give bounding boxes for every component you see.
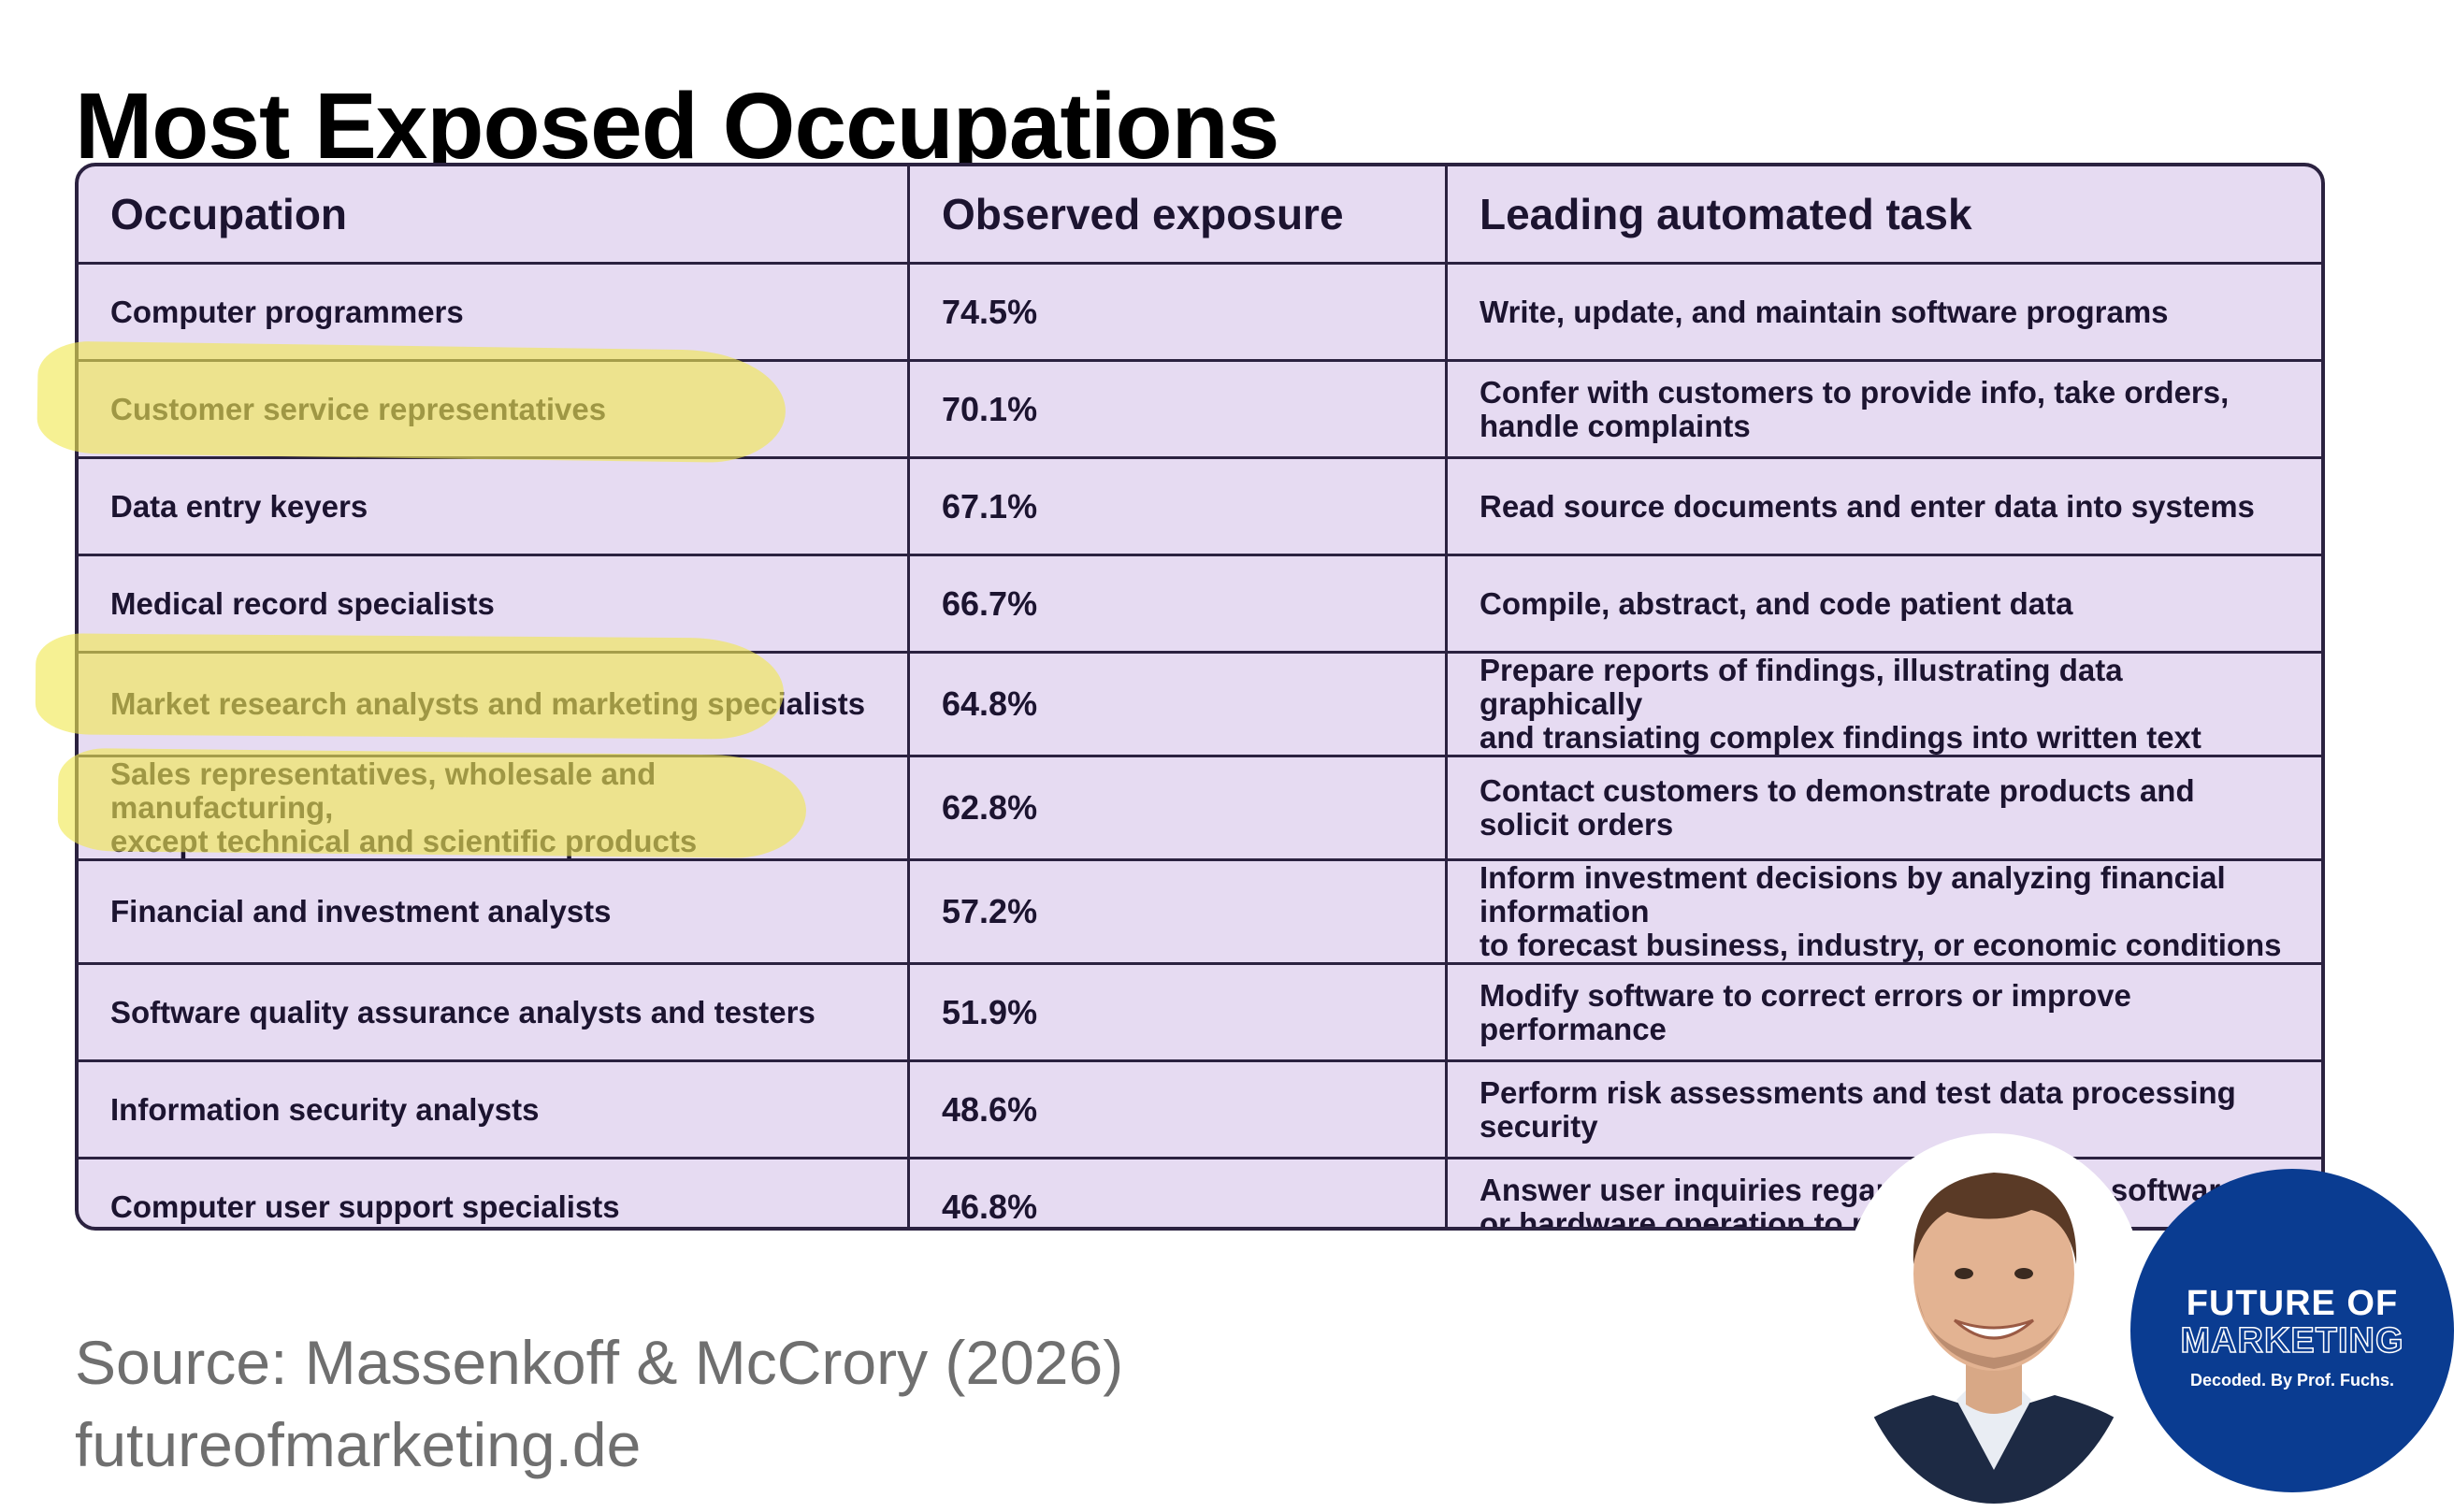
exposure-cell: 46.8% — [908, 1158, 1448, 1227]
badge-tagline: Decoded. By Prof. Fuchs. — [2189, 1371, 2395, 1390]
occupation-text: Computer user support specialists — [110, 1188, 620, 1224]
task-text: Prepare reports of findings, illustratin… — [1480, 653, 2201, 755]
occupation-cell: Sales representatives, wholesale and man… — [79, 756, 910, 861]
task-cell: Confer with customers to provide info, t… — [1446, 360, 2321, 459]
header-occupation: Occupation — [79, 166, 910, 265]
task-cell: Compile, abstract, and code patient data — [1446, 554, 2321, 654]
table-row: Sales representatives, wholesale and man… — [79, 756, 2321, 861]
exposure-cell: 48.6% — [908, 1060, 1448, 1159]
task-cell: Write, update, and maintain software pro… — [1446, 263, 2321, 362]
task-text: Confer with customers to provide info, t… — [1480, 374, 2230, 443]
task-text: Contact customers to demonstrate product… — [1480, 773, 2195, 842]
exposure-cell: 64.8% — [908, 652, 1448, 757]
table-row: Financial and investment analysts 57.2% … — [79, 859, 2321, 965]
table-row: Data entry keyers 67.1% Read source docu… — [79, 457, 2321, 556]
task-text: Read source documents and enter data int… — [1480, 488, 2255, 524]
occupation-text: Sales representatives, wholesale and man… — [110, 756, 698, 858]
task-cell: Modify software to correct errors or imp… — [1446, 963, 2321, 1062]
badge-title-line1: FUTURE OF — [2186, 1284, 2399, 1323]
task-cell: Prepare reports of findings, illustratin… — [1446, 652, 2321, 757]
brand-badge: FUTURE OF MARKETING Decoded. By Prof. Fu… — [2130, 1169, 2454, 1492]
task-cell: Contact customers to demonstrate product… — [1446, 756, 2321, 861]
table-row: Computer programmers 74.5% Write, update… — [79, 263, 2321, 362]
table-row: Customer service representatives 70.1% C… — [79, 360, 2321, 459]
exposure-table: Occupation Observed exposure Leading aut… — [79, 166, 2321, 1227]
occupation-cell: Data entry keyers — [79, 457, 910, 556]
occupation-text: Software quality assurance analysts and … — [110, 994, 816, 1030]
presenter-avatar — [1844, 1133, 2144, 1504]
table-row: Information security analysts 48.6% Perf… — [79, 1060, 2321, 1159]
task-cell: Read source documents and enter data int… — [1446, 457, 2321, 556]
presenter-portrait-icon — [1844, 1133, 2144, 1504]
occupation-text: Medical record specialists — [110, 585, 495, 621]
exposure-cell: 57.2% — [908, 859, 1448, 965]
occupation-cell: Market research analysts and marketing s… — [79, 652, 910, 757]
exposure-cell: 51.9% — [908, 963, 1448, 1062]
exposure-cell: 70.1% — [908, 360, 1448, 459]
page-title: Most Exposed Occupations — [75, 74, 1279, 179]
task-text: Inform investment decisions by analyzing… — [1480, 860, 2282, 962]
header-leading-task: Leading automated task — [1446, 166, 2321, 265]
occupation-cell: Computer user support specialists — [79, 1158, 910, 1227]
occupation-cell: Software quality assurance analysts and … — [79, 963, 910, 1062]
table-row: Market research analysts and marketing s… — [79, 652, 2321, 757]
occupation-cell: Information security analysts — [79, 1060, 910, 1159]
source-citation: Source: Massenkoff & McCrory (2026) — [75, 1328, 1124, 1397]
occupation-text: Customer service representatives — [110, 391, 607, 426]
occupation-cell: Financial and investment analysts — [79, 859, 910, 965]
exposure-table-card: Occupation Observed exposure Leading aut… — [75, 163, 2325, 1231]
task-cell: Perform risk assessments and test data p… — [1446, 1060, 2321, 1159]
occupation-text: Data entry keyers — [110, 488, 368, 524]
occupation-cell: Computer programmers — [79, 263, 910, 362]
exposure-cell: 74.5% — [908, 263, 1448, 362]
website-url[interactable]: futureofmarketing.de — [75, 1410, 642, 1479]
occupation-text: Information security analysts — [110, 1091, 540, 1127]
occupation-text: Computer programmers — [110, 294, 464, 329]
table-header-row: Occupation Observed exposure Leading aut… — [79, 166, 2321, 265]
badge-title-line2: MARKETING — [2180, 1321, 2404, 1361]
header-observed-exposure: Observed exposure — [908, 166, 1448, 265]
exposure-cell: 67.1% — [908, 457, 1448, 556]
occupation-text: Financial and investment analysts — [110, 894, 612, 929]
task-text: Perform risk assessments and test data p… — [1480, 1074, 2236, 1144]
task-text: Write, update, and maintain software pro… — [1480, 294, 2169, 329]
occupation-cell: Medical record specialists — [79, 554, 910, 654]
task-text: Modify software to correct errors or imp… — [1480, 977, 2131, 1046]
table-row: Medical record specialists 66.7% Compile… — [79, 554, 2321, 654]
exposure-cell: 66.7% — [908, 554, 1448, 654]
occupation-cell: Customer service representatives — [79, 360, 910, 459]
table-row: Software quality assurance analysts and … — [79, 963, 2321, 1062]
exposure-cell: 62.8% — [908, 756, 1448, 861]
occupation-text: Market research analysts and marketing s… — [110, 686, 866, 721]
task-cell: Inform investment decisions by analyzing… — [1446, 859, 2321, 965]
task-text: Compile, abstract, and code patient data — [1480, 585, 2073, 621]
